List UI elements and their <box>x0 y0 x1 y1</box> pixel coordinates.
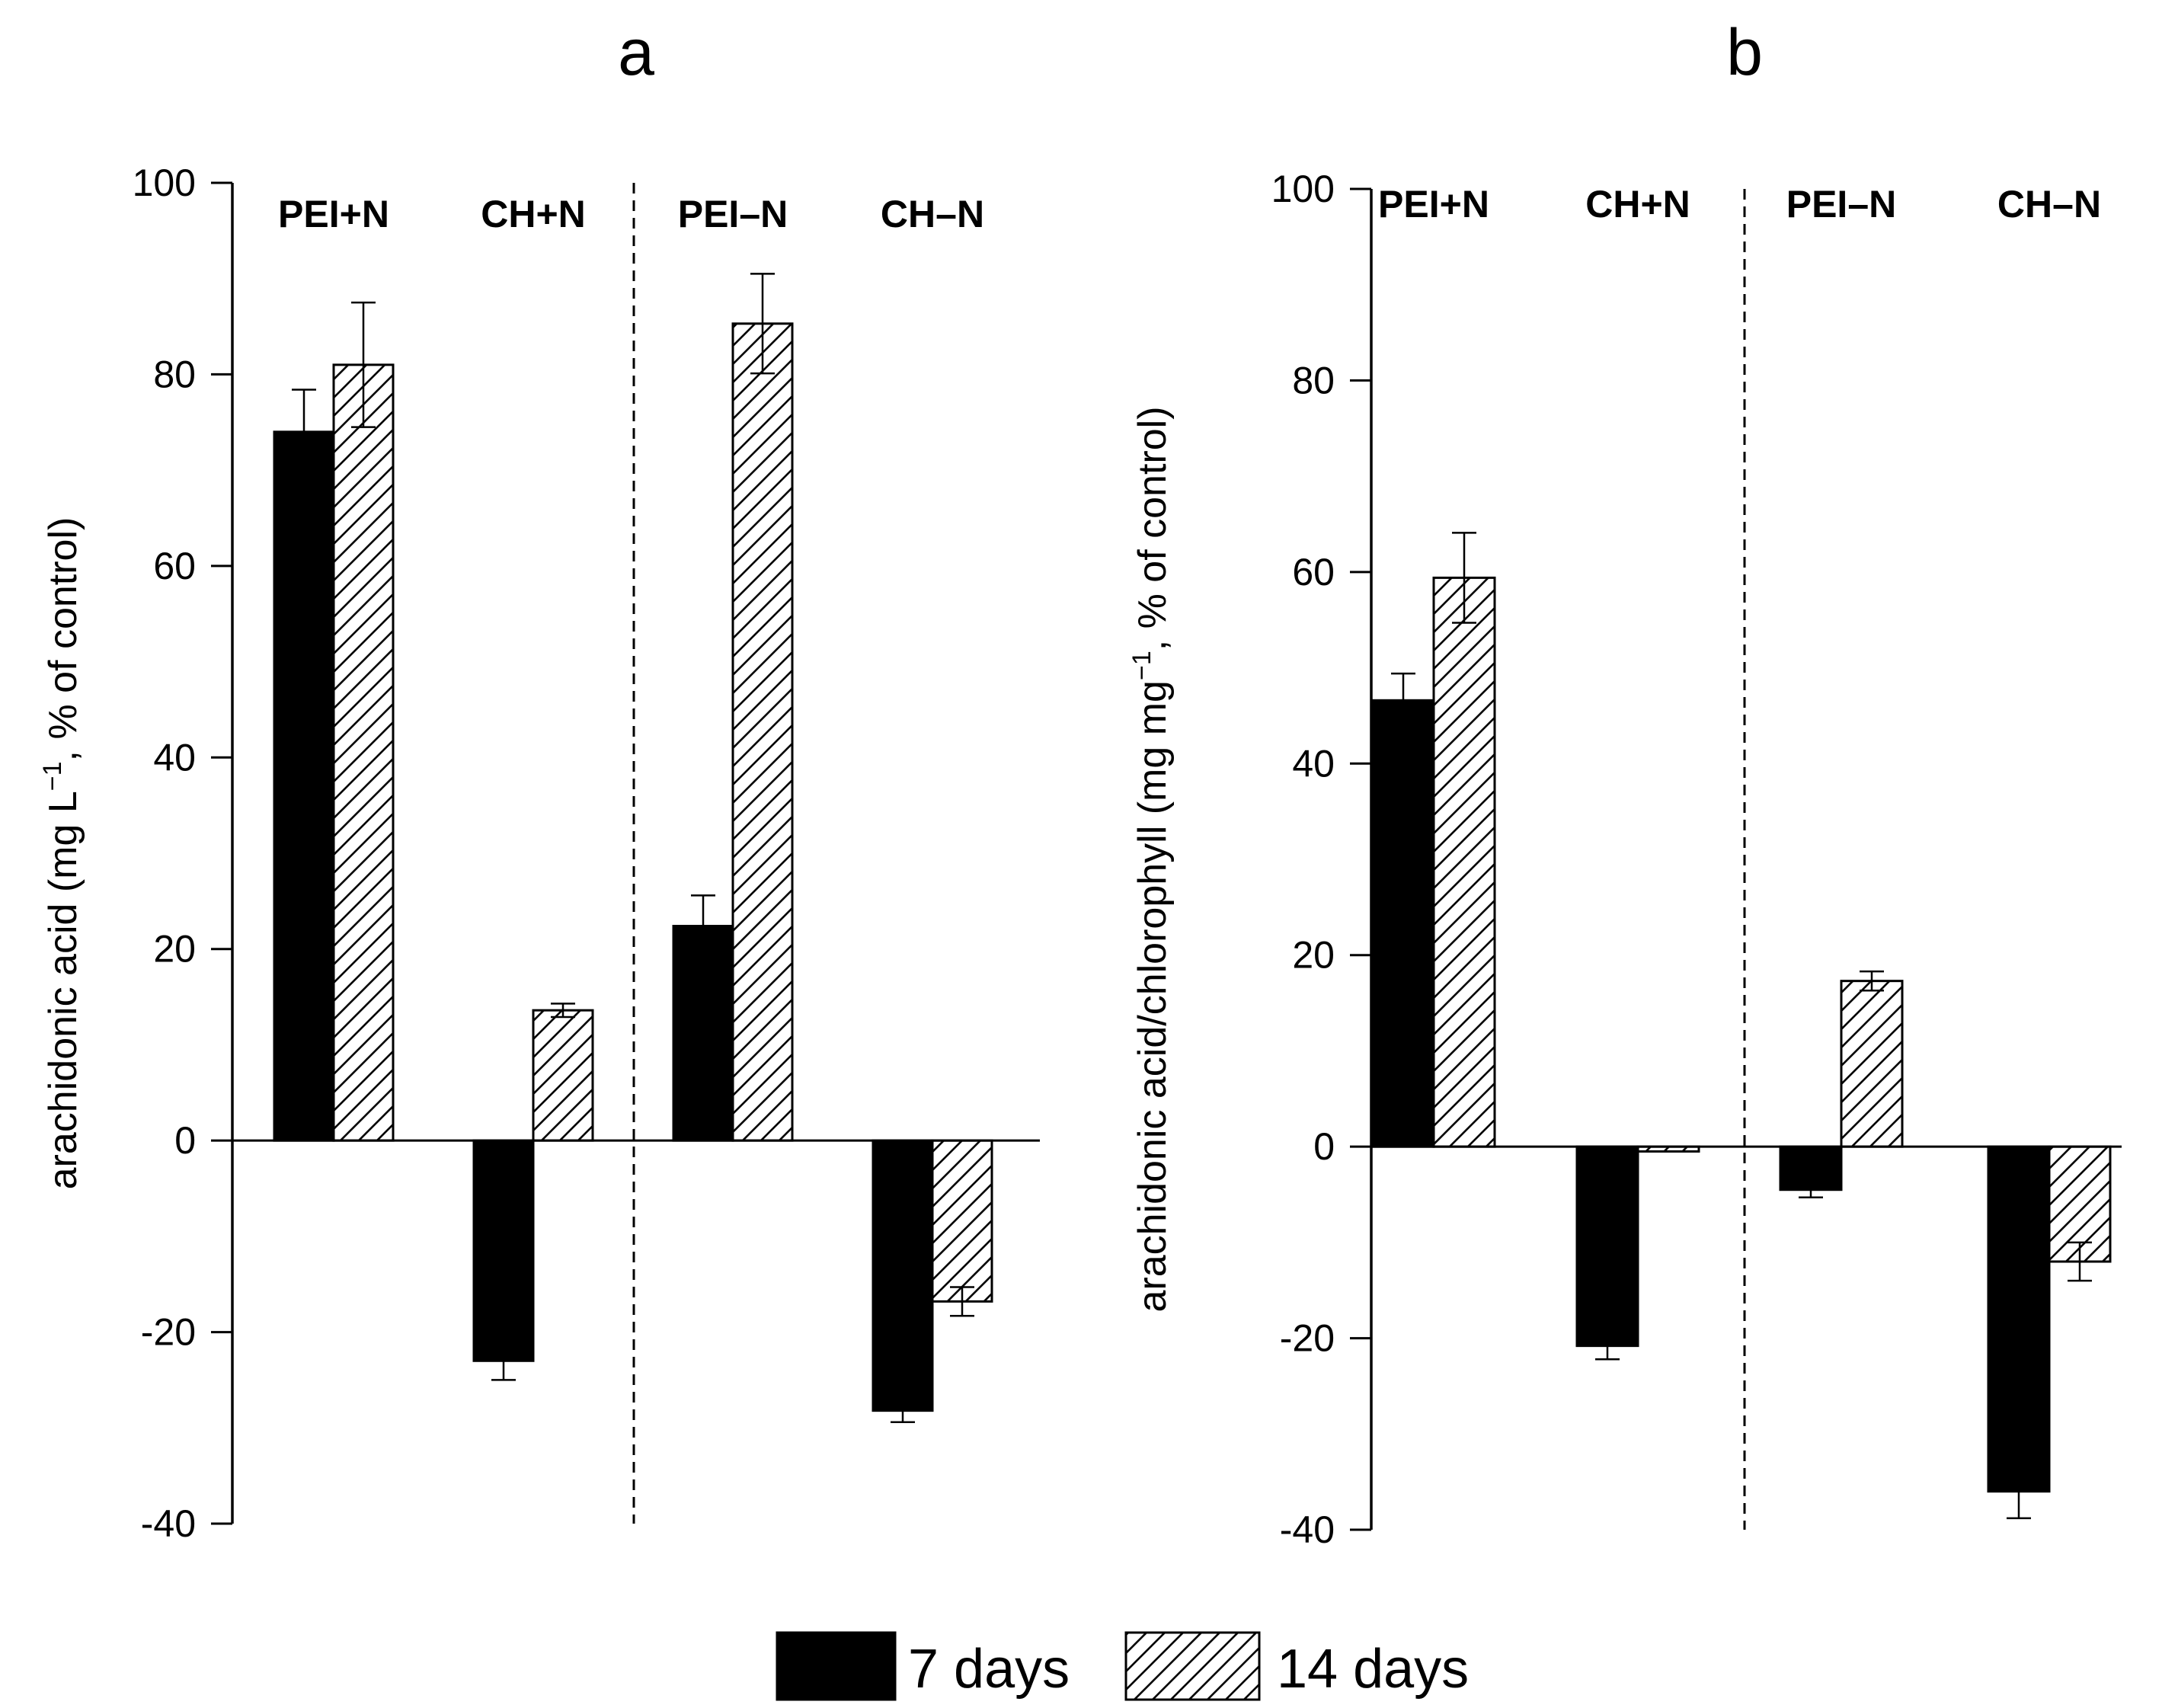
y-tick-label: 100 <box>1271 168 1335 210</box>
y-tick-label: 60 <box>1292 551 1335 593</box>
y-axis-ticks-a: -40 -20 0 20 40 60 80 100 <box>133 162 232 1545</box>
bar-14-days-0 <box>332 363 395 1142</box>
error-bar-14-days-3 <box>950 1286 974 1317</box>
error-bar-7-days-2 <box>691 894 715 958</box>
y-tick-label: -20 <box>141 1311 196 1354</box>
error-bars-a <box>292 273 974 1423</box>
legend-label-7-days: 7 days <box>908 1639 1070 1700</box>
y-axis-title-b-sup: −1 <box>1127 651 1156 680</box>
y-tick-label: 20 <box>1292 934 1335 977</box>
bar-14-days-2 <box>731 322 794 1142</box>
error-bar-7-days-3 <box>2007 1463 2031 1520</box>
y-tick-label: 40 <box>1292 742 1335 785</box>
y-tick-label: 0 <box>174 1119 196 1162</box>
legend-swatch-14-days <box>1124 1631 1261 1701</box>
group-labels-b: PEI+N CH+N PEI–N CH–N <box>1378 183 2101 225</box>
y-axis-title-a: arachidonic acid (mg L−1, % of control) <box>38 517 85 1190</box>
y-axis-title-a-tail: , % of control) <box>41 517 85 762</box>
error-bars-b <box>1391 532 2092 1520</box>
y-axis-title-a-sup: −1 <box>38 761 67 791</box>
y-tick-label: 0 <box>1313 1125 1335 1168</box>
group-labels-a: PEI+N CH+N PEI–N CH–N <box>278 193 984 235</box>
y-axis-title-b-tail: , % of control) <box>1131 406 1175 651</box>
y-tick-label: 40 <box>153 736 196 779</box>
bar-14-days-1 <box>532 1009 594 1142</box>
error-bar-7-days-1 <box>1595 1331 1620 1361</box>
bar-7-days-2 <box>672 925 734 1142</box>
bar-14-days-3 <box>931 1139 993 1303</box>
bar-14-days-0 <box>1432 576 1496 1148</box>
y-tick-label: 80 <box>1292 359 1335 401</box>
y-tick-label: 80 <box>153 353 196 395</box>
bars-b <box>1371 576 2112 1493</box>
bar-7-days-0 <box>1371 699 1435 1148</box>
bar-7-days-1 <box>472 1139 535 1362</box>
bar-7-days-0 <box>273 430 335 1142</box>
y-axis-title-b-main: arachidonic acid/chlorophyll (mg mg <box>1131 680 1175 1313</box>
group-label-0: PEI+N <box>1378 183 1489 225</box>
error-bar-14-days-0 <box>1452 532 1476 624</box>
y-tick-label: 20 <box>153 928 196 971</box>
group-label-1: CH+N <box>1585 183 1690 225</box>
bar-7-days-3 <box>872 1139 934 1412</box>
y-axis-title-b: arachidonic acid/chlorophyll (mg mg−1, %… <box>1127 406 1175 1312</box>
error-bar-7-days-1 <box>491 1340 516 1381</box>
panel-letter-a: a <box>618 16 654 89</box>
error-bar-7-days-0 <box>292 389 316 475</box>
y-axis-title-a-main: arachidonic acid (mg L <box>41 791 85 1189</box>
group-label-2: PEI–N <box>1786 183 1897 225</box>
error-bar-14-days-3 <box>2068 1241 2092 1282</box>
y-tick-label: 60 <box>153 545 196 587</box>
error-bar-14-days-1 <box>551 1003 575 1019</box>
panel-letter-b: b <box>1726 16 1763 89</box>
legend-swatch-7-days <box>776 1631 897 1701</box>
error-bar-14-days-2 <box>750 273 775 375</box>
y-tick-label: -40 <box>1280 1508 1335 1551</box>
group-label-0: PEI+N <box>278 193 389 235</box>
bar-7-days-3 <box>1987 1145 2051 1493</box>
y-axis-ticks-b: -40 -20 0 20 40 60 80 100 <box>1271 168 1371 1551</box>
group-label-2: PEI–N <box>678 193 788 235</box>
error-bar-7-days-3 <box>891 1398 915 1423</box>
error-bar-7-days-0 <box>1391 672 1415 728</box>
legend: 7 days 14 days <box>776 1631 1469 1701</box>
group-label-3: CH–N <box>881 193 984 235</box>
bar-7-days-1 <box>1575 1145 1639 1348</box>
bar-14-days-2 <box>1840 980 1904 1148</box>
y-tick-label: 100 <box>133 162 196 204</box>
error-bar-14-days-2 <box>1860 970 1884 992</box>
y-tick-label: -40 <box>141 1502 196 1545</box>
group-label-1: CH+N <box>481 193 586 235</box>
y-tick-label: -20 <box>1280 1317 1335 1360</box>
group-label-3: CH–N <box>1997 183 2101 225</box>
error-bar-14-days-0 <box>351 301 376 428</box>
legend-label-14-days: 14 days <box>1277 1639 1469 1700</box>
error-bar-7-days-2 <box>1799 1181 1823 1199</box>
